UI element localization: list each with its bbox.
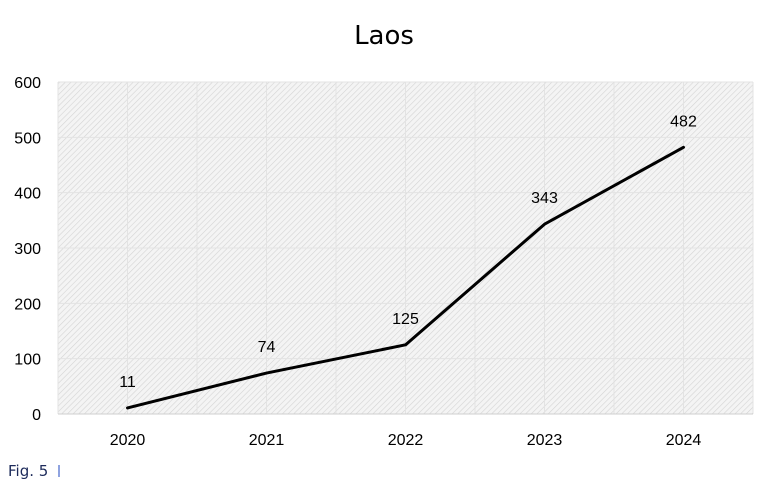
data-label: 125 bbox=[392, 311, 419, 328]
x-tick-label: 2022 bbox=[388, 432, 424, 449]
data-label: 343 bbox=[531, 190, 558, 207]
text-cursor bbox=[58, 465, 61, 477]
y-tick-label: 400 bbox=[14, 186, 41, 203]
y-tick-label: 600 bbox=[14, 75, 41, 92]
series-line bbox=[126, 145, 685, 410]
x-tick-label: 2023 bbox=[527, 432, 563, 449]
y-tick-label: 300 bbox=[14, 241, 41, 258]
data-label: 11 bbox=[119, 374, 136, 391]
figure-caption: Fig. 5 bbox=[8, 462, 61, 480]
x-tick-label: 2024 bbox=[666, 432, 702, 449]
y-tick-label: 0 bbox=[32, 407, 41, 424]
y-tick-label: 100 bbox=[14, 352, 41, 369]
x-tick-label: 2020 bbox=[110, 432, 146, 449]
data-label: 74 bbox=[258, 339, 276, 356]
y-tick-label: 200 bbox=[14, 296, 41, 313]
figure-caption-text: Fig. 5 bbox=[8, 462, 49, 480]
chart-title: Laos bbox=[354, 21, 414, 51]
data-label: 482 bbox=[670, 113, 697, 130]
x-tick-label: 2021 bbox=[249, 432, 285, 449]
y-tick-label: 500 bbox=[14, 130, 41, 147]
